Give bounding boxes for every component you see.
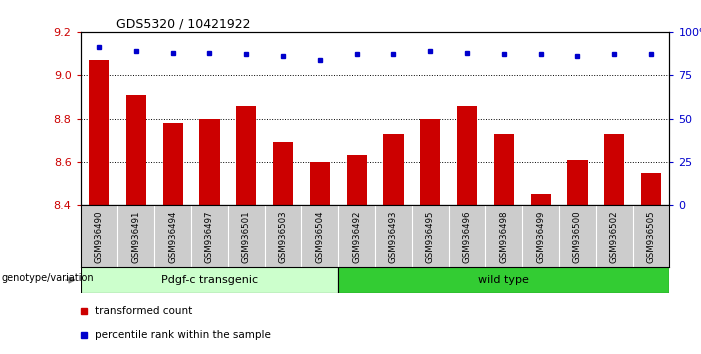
Text: GSM936497: GSM936497: [205, 210, 214, 263]
Text: genotype/variation: genotype/variation: [1, 273, 94, 283]
Text: GDS5320 / 10421922: GDS5320 / 10421922: [116, 18, 250, 31]
Text: GSM936502: GSM936502: [610, 210, 619, 263]
Bar: [273, 142, 293, 205]
Bar: [89, 60, 109, 205]
Text: transformed count: transformed count: [95, 306, 192, 316]
Text: GSM936496: GSM936496: [463, 210, 472, 263]
Text: GSM936500: GSM936500: [573, 210, 582, 263]
Bar: [494, 134, 514, 205]
Bar: [199, 119, 219, 205]
Text: GSM936495: GSM936495: [426, 210, 435, 263]
Text: GSM936490: GSM936490: [95, 210, 104, 263]
Bar: [383, 134, 404, 205]
Text: GSM936493: GSM936493: [389, 210, 398, 263]
Bar: [310, 162, 330, 205]
Text: GSM936505: GSM936505: [646, 210, 655, 263]
Bar: [81, 267, 338, 293]
Text: wild type: wild type: [478, 275, 529, 285]
Bar: [236, 105, 257, 205]
Bar: [338, 267, 669, 293]
Bar: [346, 155, 367, 205]
Text: GSM936498: GSM936498: [499, 210, 508, 263]
Text: GSM936491: GSM936491: [131, 210, 140, 263]
Bar: [604, 134, 625, 205]
Text: GSM936494: GSM936494: [168, 210, 177, 263]
Bar: [163, 123, 183, 205]
Bar: [567, 160, 587, 205]
Text: GSM936504: GSM936504: [315, 210, 325, 263]
Bar: [457, 105, 477, 205]
Text: GSM936492: GSM936492: [352, 210, 361, 263]
Bar: [641, 173, 661, 205]
Text: GSM936503: GSM936503: [278, 210, 287, 263]
Bar: [531, 194, 551, 205]
Text: percentile rank within the sample: percentile rank within the sample: [95, 330, 271, 339]
Bar: [125, 95, 146, 205]
Bar: [420, 119, 440, 205]
Text: GSM936499: GSM936499: [536, 210, 545, 263]
Text: GSM936501: GSM936501: [242, 210, 251, 263]
Text: Pdgf-c transgenic: Pdgf-c transgenic: [161, 275, 258, 285]
